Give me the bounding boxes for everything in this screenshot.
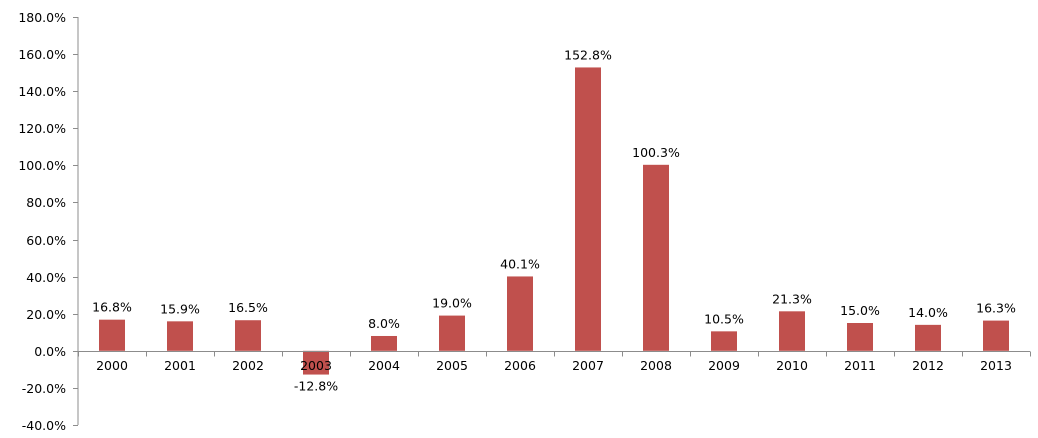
y-tick-label: 40.0% [26, 270, 66, 285]
bars [99, 67, 1009, 375]
x-tick-label: 2012 [912, 358, 944, 373]
y-tick-label: 100.0% [18, 158, 66, 173]
data-labels: 16.8% 15.9% 16.5% -12.8% 8.0% 19.0% 40.1% 152.8… [92, 47, 1016, 393]
data-label: 15.0% [840, 303, 880, 318]
bar [915, 324, 941, 351]
y-tick-label: 120.0% [18, 121, 66, 136]
data-label: 16.3% [976, 301, 1016, 316]
x-axis: 2000 2001 2002 2003 2004 2005 2006 2007 2008 2009… [78, 351, 1031, 373]
data-label: 21.3% [772, 291, 812, 306]
bar [439, 315, 465, 351]
y-tick-label: 160.0% [18, 47, 66, 62]
x-tick-label: 2000 [96, 358, 128, 373]
x-tick-label: 2001 [164, 358, 196, 373]
x-tick-label: 2013 [980, 358, 1012, 373]
data-label: 152.8% [564, 47, 612, 62]
y-tick-label: 0.0% [34, 344, 66, 359]
data-label: 15.9% [160, 301, 200, 316]
y-tick-label: 60.0% [26, 233, 66, 248]
bar [99, 319, 125, 351]
data-label: 19.0% [432, 296, 472, 311]
x-tick-label: 2002 [232, 358, 264, 373]
y-tick-label: 20.0% [26, 307, 66, 322]
x-tick-label: 2004 [368, 358, 400, 373]
data-label: 100.3% [632, 145, 680, 160]
x-tick-label: 2009 [708, 358, 740, 373]
bar [847, 323, 873, 351]
x-tick-label: 2007 [572, 358, 604, 373]
y-tick-label: -20.0% [22, 381, 66, 396]
x-tick-label: 2006 [504, 358, 536, 373]
x-tick-label: 2010 [776, 358, 808, 373]
data-label: 8.0% [368, 316, 400, 331]
bar [303, 350, 329, 375]
y-tick-label: -40.0% [22, 418, 66, 433]
x-tick-label: 2008 [640, 358, 672, 373]
y-axis: -40.0% -20.0% 0.0% 20.0% 40.0% 60.0% 80.0% 100.… [18, 10, 79, 433]
y-tick-label: 140.0% [18, 84, 66, 99]
bar [643, 164, 669, 351]
data-label: 16.8% [92, 300, 132, 315]
bar [983, 320, 1009, 351]
data-label: 16.5% [228, 300, 268, 315]
bar [167, 321, 193, 351]
bar [507, 276, 533, 351]
bar [779, 311, 805, 351]
data-label: 14.0% [908, 305, 948, 320]
bar [371, 335, 397, 351]
bar [711, 331, 737, 351]
y-tick-label: 180.0% [18, 10, 66, 25]
x-tick-label: 2011 [844, 358, 876, 373]
y-tick-label: 80.0% [26, 195, 66, 210]
data-label: 40.1% [500, 256, 540, 271]
x-tick-label: 2003 [300, 358, 332, 373]
bar [575, 67, 601, 351]
data-label: 10.5% [704, 311, 744, 326]
x-tick-label: 2005 [436, 358, 468, 373]
data-label: -12.8% [294, 379, 338, 394]
bar [235, 320, 261, 351]
